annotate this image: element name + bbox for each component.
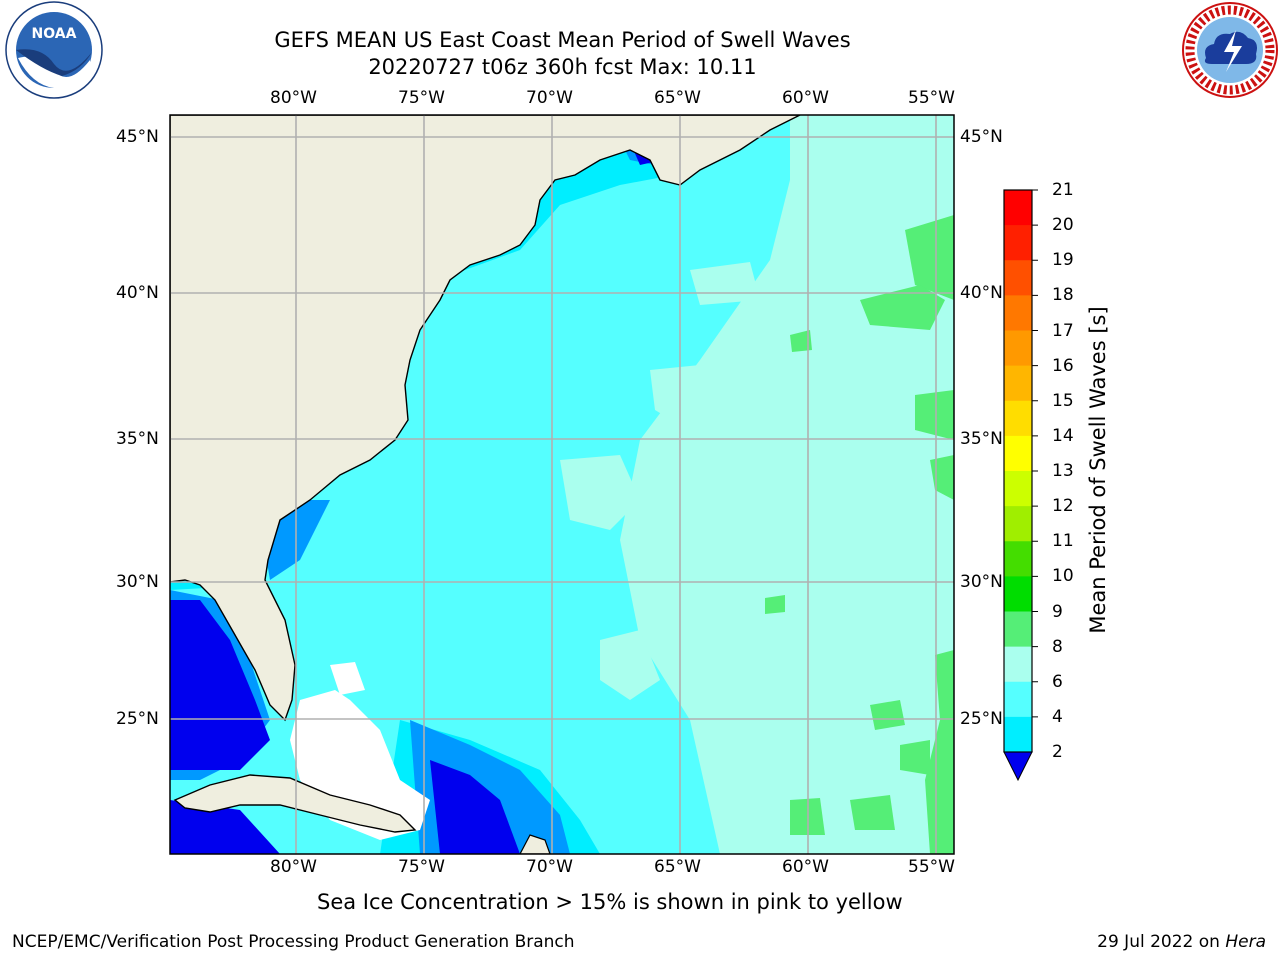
footer-date-text: 29 Jul 2022 on <box>1097 932 1220 952</box>
lon-label-bottom-75w: 75°W <box>398 857 445 877</box>
colorbar-extend-triangle <box>1003 751 1033 782</box>
lat-label-right-35n: 35°N <box>960 429 1003 449</box>
graticule <box>170 115 954 854</box>
colorbar-segment <box>1004 681 1032 718</box>
lat-label-left-35n: 35°N <box>116 429 159 449</box>
colorbar <box>1004 189 1038 753</box>
lon-label-top-60w: 60°W <box>782 88 829 108</box>
colorbar-tick-label: 15 <box>1052 390 1074 411</box>
footer-date: 29 Jul 2022 on Hera <box>1097 932 1266 952</box>
sea-ice-note: Sea Ice Concentration > 15% is shown in … <box>317 890 903 914</box>
region-9-10s-patch-1 <box>860 285 945 330</box>
colorbar-tick-label: 12 <box>1052 496 1074 517</box>
lon-label-top-80w: 80°W <box>270 88 317 108</box>
lat-label-left-40n: 40°N <box>116 283 159 303</box>
colorbar-frame <box>1003 189 1033 753</box>
colorbar-tick-label: 13 <box>1052 461 1074 481</box>
colorbar-label: Mean Period of Swell Waves [s] <box>1086 306 1110 634</box>
lon-label-bottom-70w: 70°W <box>526 857 573 877</box>
footer-branch: NCEP/EMC/Verification Post Processing Pr… <box>12 932 575 952</box>
lon-label-bottom-80w: 80°W <box>270 857 317 877</box>
lon-label-bottom-65w: 65°W <box>654 857 701 877</box>
colorbar-tick-label: 19 <box>1052 250 1074 271</box>
lat-label-right-25n: 25°N <box>960 709 1003 729</box>
colorbar-segment <box>1004 295 1032 331</box>
colorbar-segment <box>1004 716 1032 753</box>
colorbar-segment <box>1004 646 1032 683</box>
colorbar-tick-label: 21 <box>1052 180 1074 200</box>
map-frame <box>169 114 955 855</box>
region-9-10s-ne <box>905 215 954 300</box>
lat-label-right-45n: 45°N <box>960 127 1003 147</box>
lon-label-top-55w: 55°W <box>908 88 955 108</box>
colorbar-tick-label: 18 <box>1052 285 1074 306</box>
noaa-logo-text: NOAA <box>32 26 77 42</box>
colorbar-segment <box>1004 190 1032 226</box>
region-9-10s-patch-5 <box>900 740 930 775</box>
colorbar-tick-label: 17 <box>1052 320 1074 341</box>
lat-label-right-40n: 40°N <box>960 283 1003 303</box>
nws-logo <box>1182 2 1278 98</box>
chart-subtitle-forecast: 20220727 t06z 360h fcst Max: 10.11 <box>368 55 757 79</box>
footer-host: Hera <box>1225 932 1266 952</box>
colorbar-tick-label: 2 <box>1052 742 1063 762</box>
colorbar-segment <box>1004 225 1032 261</box>
land-north-america <box>170 115 801 722</box>
colorbar-tick-label: 8 <box>1052 636 1063 657</box>
region-9-10s-patch-2 <box>915 390 954 440</box>
region-9-10s-se <box>925 650 954 854</box>
region-9-10s-patch-6 <box>850 795 895 830</box>
region-9-10s-patch-9 <box>790 330 812 352</box>
colorbar-segment <box>1004 260 1032 296</box>
colorbar-tick-label: 14 <box>1052 425 1074 446</box>
land-hispaniola <box>519 834 551 854</box>
region-8-9s-patch-c <box>650 365 720 425</box>
colorbar-segment <box>1004 576 1032 612</box>
colorbar-tick-label: 4 <box>1052 706 1063 727</box>
region-lt2s-caribbean <box>170 800 280 854</box>
region-lt2s-gulf <box>170 600 270 770</box>
noaa-logo: NOAA <box>5 1 103 99</box>
region-lt2s-bahamas <box>430 760 520 854</box>
lon-label-top-65w: 65°W <box>654 88 701 108</box>
colorbar-tick-label: 10 <box>1052 566 1074 587</box>
colorbar-segment <box>1004 435 1032 472</box>
colorbar-segment <box>1004 400 1032 437</box>
region-8-9s-patch-a <box>560 455 640 530</box>
lat-label-left-30n: 30°N <box>116 572 159 592</box>
colorbar-segment <box>1004 611 1032 648</box>
colorbar-tick-label: 16 <box>1052 355 1074 376</box>
lon-label-bottom-55w: 55°W <box>908 857 955 877</box>
lon-label-top-75w: 75°W <box>398 88 445 108</box>
colorbar-tick-label: 20 <box>1052 215 1074 236</box>
colorbar-segment <box>1004 506 1032 542</box>
lat-label-left-45n: 45°N <box>116 127 159 147</box>
region-8-9s-patch-d <box>690 262 760 305</box>
little-bahama-bank-masked <box>330 662 365 695</box>
colorbar-segment <box>1004 471 1032 507</box>
colorbar-segment <box>1004 365 1032 402</box>
chart-title: GEFS MEAN US East Coast Mean Period of S… <box>274 28 851 52</box>
colorbar-segment <box>1004 541 1032 577</box>
region-9-10s-patch-4 <box>870 700 905 730</box>
region-9-10s-patch-8 <box>765 595 785 614</box>
colorbar-tick-label: 11 <box>1052 531 1074 552</box>
lon-label-top-70w: 70°W <box>526 88 573 108</box>
lon-label-bottom-60w: 60°W <box>782 857 829 877</box>
colorbar-segment <box>1004 330 1032 367</box>
lat-label-right-30n: 30°N <box>960 572 1003 592</box>
lat-label-left-25n: 25°N <box>116 709 159 729</box>
colorbar-tick-label: 9 <box>1052 601 1063 622</box>
colorbar-tick-label: 6 <box>1052 671 1063 692</box>
land-cuba <box>173 774 417 833</box>
region-8-9s-patch-b <box>600 630 660 700</box>
